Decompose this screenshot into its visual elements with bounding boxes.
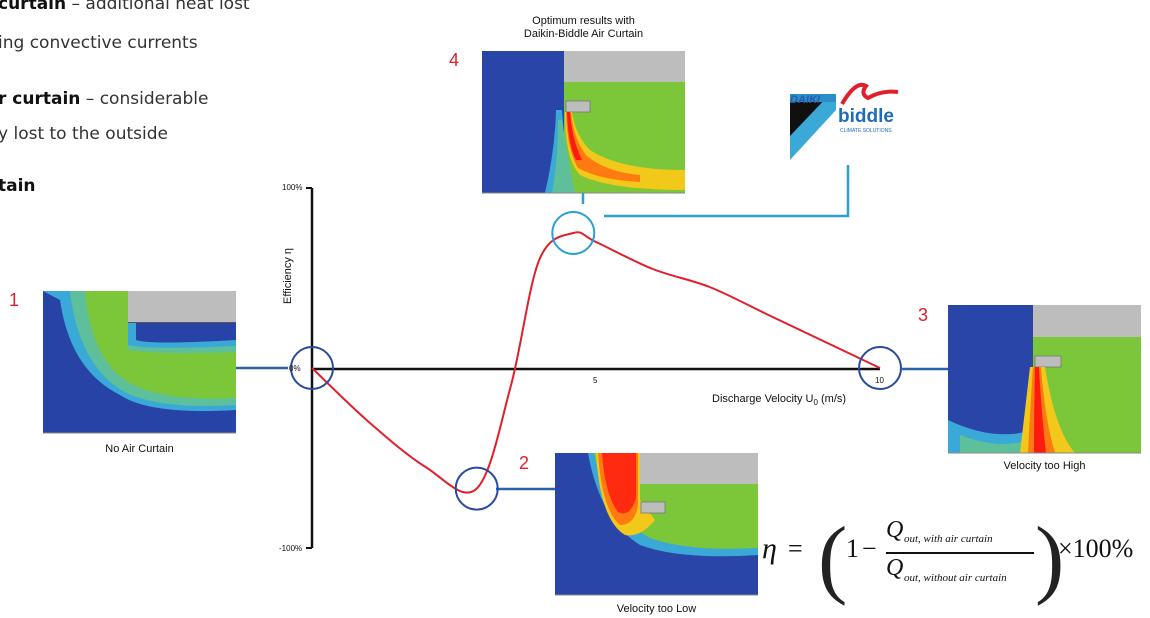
efficiency-curve-0 xyxy=(311,231,881,494)
x-axis-title: Discharge Velocity U0 (m/s) xyxy=(712,393,847,408)
legend-line-4: y lost to the outside xyxy=(0,124,168,144)
formula-times-100-percent: ×100% xyxy=(1058,534,1134,563)
formula-fraction-bar xyxy=(886,552,1034,554)
efficiency-formula: η = ( 1 − Q out, with air curtain Q out,… xyxy=(762,510,1150,607)
x-tick-5: 5 xyxy=(593,376,598,385)
highlight-circle-2 xyxy=(454,466,499,511)
x-tick-10: 10 xyxy=(875,376,884,385)
logo-swoosh-icon xyxy=(840,82,899,106)
daikin-biddle-logo xyxy=(780,75,904,165)
formula-one: 1 xyxy=(846,534,859,563)
panel-4-caption-line-1: Optimum results with xyxy=(532,15,635,27)
optimum-connectors xyxy=(581,165,850,218)
legend-line-1: curtain – additional heat lost xyxy=(0,0,250,14)
panel-4-simulation xyxy=(482,51,685,194)
panel-4-number: 4 xyxy=(449,50,460,70)
panel-1-number: 1 xyxy=(9,290,20,310)
legend-line-5: tain xyxy=(0,176,36,196)
panel-2-caption: Velocity too Low xyxy=(616,603,697,615)
logo-brand-2: biddle xyxy=(838,106,894,127)
highlight-layer xyxy=(290,211,902,511)
y-tick-zero: 0% xyxy=(289,364,301,373)
logo-tagline: CLIMATE SOLUTIONS xyxy=(840,128,892,134)
formula-right-paren: ) xyxy=(1035,510,1065,607)
y-axis-title: Efficiency η xyxy=(282,247,294,304)
formula-left-paren: ( xyxy=(818,510,848,607)
panel-3-caption: Velocity too High xyxy=(1003,460,1086,472)
formula-minus: − xyxy=(862,534,877,563)
formula-q-denominator: Q xyxy=(886,555,904,581)
panel-4-caption-line-2: Daikin-Biddle Air Curtain xyxy=(523,28,644,40)
panel-2-number: 2 xyxy=(519,453,530,473)
highlight-circle-1 xyxy=(290,346,334,390)
formula-equals: = xyxy=(788,534,803,563)
panel-3-number: 3 xyxy=(918,305,929,325)
legend-line-2: ing convective currents xyxy=(0,33,198,53)
series-layer xyxy=(311,231,881,494)
connectors xyxy=(236,366,948,491)
y-tick-top: 100% xyxy=(282,183,303,192)
legend-line-3: r curtain – considerable xyxy=(0,89,209,109)
formula-numerator-sub: out, with air curtain xyxy=(904,533,993,545)
panel-3-simulation xyxy=(948,305,1141,454)
panel-4-caption: Optimum results with Daikin-Biddle Air C… xyxy=(482,15,685,41)
y-tick-bottom: -100% xyxy=(279,544,303,553)
formula-q-numerator: Q xyxy=(886,517,904,543)
panel-2-simulation xyxy=(555,453,758,596)
panel-1-caption: No Air Curtain xyxy=(105,443,174,455)
highlight-circle-3 xyxy=(858,346,902,390)
panel-1-simulation xyxy=(43,291,236,434)
highlight-circle-4 xyxy=(551,211,596,255)
formula-denominator-sub: out, without air curtain xyxy=(904,572,1007,584)
formula-eta: η xyxy=(762,532,777,565)
logo-brand-1: DAIKI xyxy=(790,94,820,106)
